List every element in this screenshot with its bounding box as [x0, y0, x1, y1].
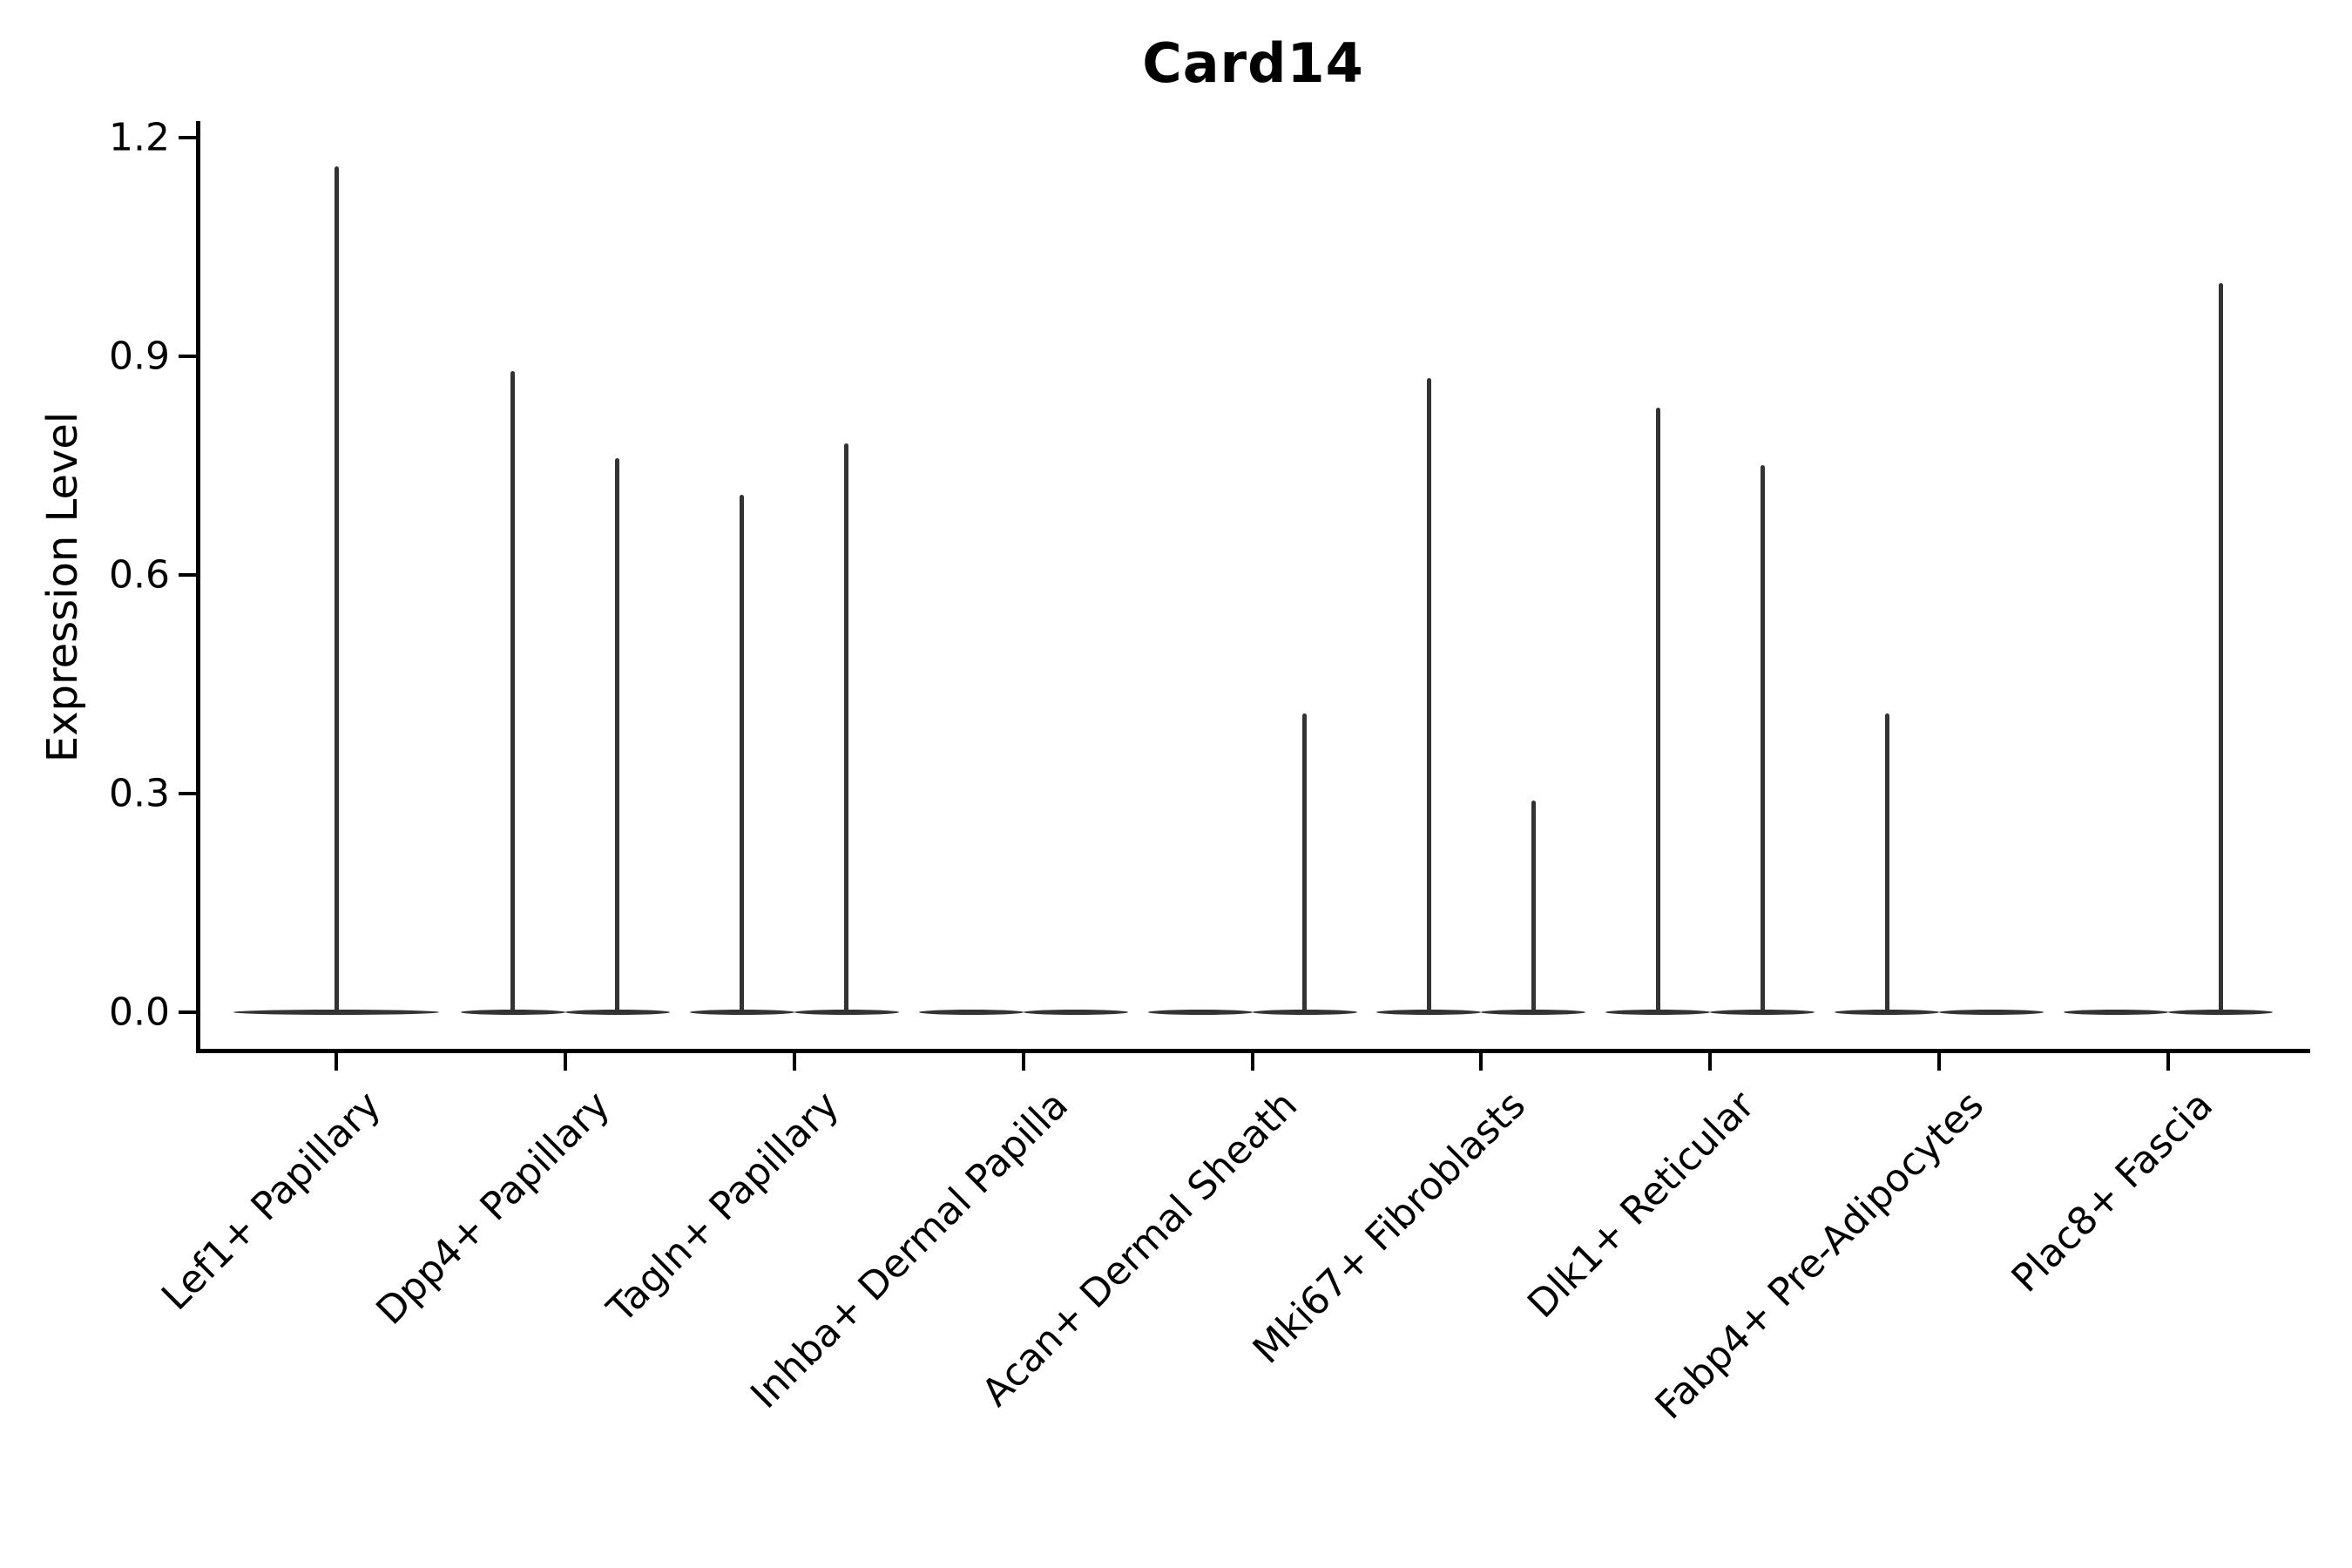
- x-tick-mark: [1021, 1053, 1025, 1071]
- violin-base: [2064, 1010, 2168, 1015]
- y-tick-mark: [179, 354, 196, 358]
- x-tick-mark: [563, 1053, 567, 1071]
- violin-base: [2168, 1010, 2273, 1015]
- y-tick-mark: [179, 135, 196, 139]
- y-tick-mark: [179, 572, 196, 577]
- y-tick-label: 1.2: [109, 115, 170, 160]
- violin-spike: [510, 370, 516, 1012]
- x-category-label: Plac8+ Fascia: [2003, 1083, 2222, 1301]
- y-tick-label: 0.0: [109, 990, 170, 1035]
- y-tick-label: 0.6: [109, 552, 170, 598]
- x-category-label: Dlk1+ Reticular: [1519, 1083, 1764, 1327]
- violin-base: [564, 1010, 670, 1015]
- x-tick-mark: [792, 1053, 796, 1071]
- violin-base: [233, 1010, 439, 1015]
- violin-base: [1023, 1010, 1128, 1015]
- x-category-label: Tagln+ Papillary: [598, 1083, 848, 1332]
- violin-base: [1147, 1010, 1253, 1015]
- y-axis-spine: [196, 121, 200, 1053]
- x-tick-mark: [1479, 1053, 1484, 1071]
- violin-base: [1481, 1010, 1586, 1015]
- violin-spike: [1655, 407, 1660, 1012]
- violin-spike: [844, 443, 849, 1012]
- plot-title: Card14: [1142, 31, 1364, 95]
- x-tick-mark: [1937, 1053, 1942, 1071]
- y-tick-mark: [179, 1010, 196, 1014]
- violin-base: [1710, 1010, 1815, 1015]
- violin-spike: [334, 166, 339, 1012]
- y-tick-label: 0.9: [109, 334, 170, 379]
- violin-spike: [1884, 713, 1889, 1012]
- x-category-label: Dpp4+ Papillary: [368, 1083, 618, 1334]
- violin-spike: [1302, 713, 1307, 1012]
- violin-spike: [1531, 801, 1536, 1012]
- y-tick-mark: [179, 791, 196, 795]
- violin-base: [918, 1010, 1024, 1015]
- violin-base: [689, 1010, 794, 1015]
- violin-spike: [2218, 283, 2223, 1012]
- x-tick-mark: [335, 1053, 338, 1071]
- violin-base: [794, 1010, 899, 1015]
- x-tick-mark: [1250, 1053, 1254, 1071]
- violin-base: [1939, 1010, 2044, 1015]
- x-axis-spine: [196, 1049, 2310, 1053]
- y-tick-label: 0.3: [109, 771, 170, 816]
- violin-spike: [1426, 378, 1431, 1012]
- x-tick-mark: [1708, 1053, 1713, 1071]
- x-category-label: Lef1+ Papillary: [152, 1083, 390, 1320]
- violin-spike: [615, 458, 620, 1012]
- violin-base: [1835, 1010, 1940, 1015]
- violin-spike: [1760, 465, 1765, 1012]
- violin-spike: [740, 494, 745, 1012]
- x-tick-mark: [2166, 1053, 2170, 1071]
- violin-base: [460, 1010, 565, 1015]
- violin-base: [1252, 1010, 1357, 1015]
- violin-base: [1376, 1010, 1482, 1015]
- violin-base: [1605, 1010, 1711, 1015]
